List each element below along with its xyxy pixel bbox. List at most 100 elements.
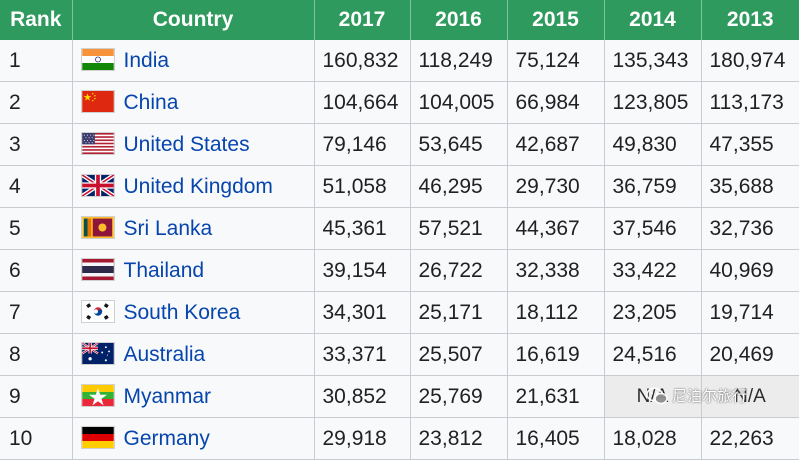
value-cell-2015: 29,730 (507, 165, 605, 208)
country-link[interactable]: China (123, 91, 179, 114)
country-cell: India (72, 40, 315, 82)
value-cell-2013: 32,736 (701, 207, 799, 250)
table-row: 4 United Kingdom 51,058 46,295 29,730 36,759 3… (0, 165, 799, 208)
value-cell-2016: 46,295 (410, 165, 508, 208)
value-cell-2015: 18,112 (507, 291, 605, 334)
value-cell-2014: 135,343 (604, 40, 702, 82)
value-cell-2014: 33,422 (604, 249, 702, 292)
myanmar-flag-icon[interactable] (80, 384, 115, 407)
header-2016[interactable]: 2016 (410, 0, 508, 40)
country-link[interactable]: Sri Lanka (123, 217, 213, 240)
country-cell: Australia (72, 333, 315, 376)
value-cell-2014: 18,028 (604, 417, 702, 460)
value-cell-2016: 104,005 (410, 81, 508, 124)
table-row: 8 Australia 33,371 25,507 16,619 24,516 20,469 (0, 333, 799, 376)
value-cell-2017: 79,146 (314, 123, 411, 166)
value-cell-2016: 57,521 (410, 207, 508, 250)
rank-cell: 4 (0, 165, 73, 208)
header-2017[interactable]: 2017 (314, 0, 411, 40)
value-cell-2017: 45,361 (314, 207, 411, 250)
value-cell-2014: 37,546 (604, 207, 702, 250)
value-cell-2013: 20,469 (701, 333, 799, 376)
value-cell-2014: 123,805 (604, 81, 702, 124)
uk-flag-icon[interactable] (80, 174, 115, 197)
value-cell-2013: 22,263 (701, 417, 799, 460)
table-row: 6 Thailand 39,154 26,722 32,338 33,422 40,969 (0, 249, 799, 292)
india-flag-icon[interactable] (80, 48, 115, 71)
rank-cell: 9 (0, 375, 73, 418)
value-cell-2013: 47,355 (701, 123, 799, 166)
value-cell-2013: 19,714 (701, 291, 799, 334)
wechat-icon (646, 387, 668, 404)
value-cell-2015: 32,338 (507, 249, 605, 292)
value-cell-2015: 16,619 (507, 333, 605, 376)
rank-cell: 6 (0, 249, 73, 292)
country-link[interactable]: Germany (123, 427, 210, 450)
value-cell-2016: 25,171 (410, 291, 508, 334)
rank-cell: 10 (0, 417, 73, 460)
header-2013[interactable]: 2013 (701, 0, 799, 40)
value-cell-2013: 40,969 (701, 249, 799, 292)
value-cell-2017: 30,852 (314, 375, 411, 418)
value-cell-2017: 33,371 (314, 333, 411, 376)
header-row: Rank Country 2017 2016 2015 2014 2013 (0, 0, 799, 40)
country-cell: South Korea (72, 291, 315, 334)
sri-lanka-flag-icon[interactable] (80, 216, 115, 239)
country-link[interactable]: Australia (123, 343, 206, 366)
value-cell-2015: 75,124 (507, 40, 605, 82)
table-row: 5 Sri Lanka 45,361 57,521 44,367 37,546 32,736 (0, 207, 799, 250)
germany-flag-icon[interactable] (80, 426, 115, 449)
country-cell: United States (72, 123, 315, 166)
country-cell: Thailand (72, 249, 315, 292)
thailand-flag-icon[interactable] (80, 258, 115, 281)
value-cell-2016: 25,507 (410, 333, 508, 376)
header-rank[interactable]: Rank (0, 0, 73, 40)
value-cell-2016: 23,812 (410, 417, 508, 460)
value-cell-2015: 44,367 (507, 207, 605, 250)
value-cell-2013: 113,173 (701, 81, 799, 124)
watermark: 尼泊尔旅行 (646, 385, 747, 406)
value-cell-2015: 66,984 (507, 81, 605, 124)
rank-cell: 1 (0, 40, 73, 82)
country-link[interactable]: India (123, 49, 170, 72)
rank-cell: 5 (0, 207, 73, 250)
value-cell-2014: 49,830 (604, 123, 702, 166)
header-2015[interactable]: 2015 (507, 0, 605, 40)
table-row: 7 South Korea 34,301 25,171 18,112 23,205 19,7… (0, 291, 799, 334)
country-link[interactable]: South Korea (123, 301, 241, 324)
table-row: 10 Germany 29,918 23,812 16,405 18,028 22,263 (0, 417, 799, 460)
south-korea-flag-icon[interactable] (80, 300, 115, 323)
value-cell-2014: 36,759 (604, 165, 702, 208)
table-row: 2 China 104,664 104,005 66,984 123,805 113,173 (0, 81, 799, 124)
country-link[interactable]: United States (123, 133, 250, 156)
table-row: 1 India 160,832 118,249 75,124 135,343 180,974 (0, 40, 799, 82)
header-country[interactable]: Country (72, 0, 315, 40)
watermark-text: 尼泊尔旅行 (672, 387, 748, 405)
value-cell-2014: N/A (604, 375, 702, 418)
country-cell: Germany (72, 417, 315, 460)
country-cell: Sri Lanka (72, 207, 315, 250)
value-cell-2017: 160,832 (314, 40, 411, 82)
country-link[interactable]: United Kingdom (123, 175, 273, 198)
china-flag-icon[interactable] (80, 90, 115, 113)
value-cell-2017: 34,301 (314, 291, 411, 334)
value-cell-2017: 29,918 (314, 417, 411, 460)
header-2014[interactable]: 2014 (604, 0, 702, 40)
value-cell-2016: 25,769 (410, 375, 508, 418)
country-cell: United Kingdom (72, 165, 315, 208)
australia-flag-icon[interactable] (80, 342, 115, 365)
value-cell-2017: 104,664 (314, 81, 411, 124)
country-cell: Myanmar (72, 375, 315, 418)
value-cell-2013: N/A (701, 375, 799, 418)
value-cell-2017: 51,058 (314, 165, 411, 208)
value-cell-2016: 118,249 (410, 40, 508, 82)
country-link[interactable]: Myanmar (123, 385, 212, 408)
rank-cell: 3 (0, 123, 73, 166)
rank-cell: 8 (0, 333, 73, 376)
usa-flag-icon[interactable] (80, 132, 115, 155)
value-cell-2016: 26,722 (410, 249, 508, 292)
country-link[interactable]: Thailand (123, 259, 205, 282)
value-cell-2015: 16,405 (507, 417, 605, 460)
value-cell-2014: 24,516 (604, 333, 702, 376)
